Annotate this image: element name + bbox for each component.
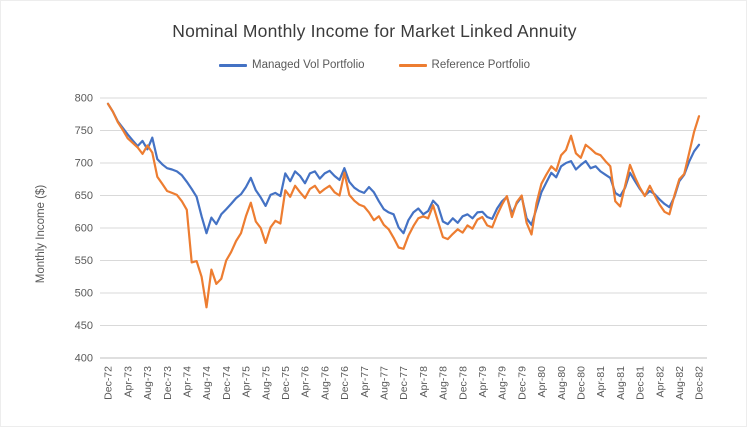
- x-tick-label: Aug-81: [615, 366, 627, 400]
- x-tick-label: Apr-81: [595, 366, 607, 398]
- series-line-managed-vol: [106, 102, 701, 235]
- x-tick-label: Aug-73: [142, 366, 154, 400]
- x-tick-label: Apr-73: [122, 366, 134, 398]
- x-tick-label: Aug-76: [319, 366, 331, 400]
- y-tick-label: 750: [75, 125, 93, 137]
- x-tick-label: Dec-74: [221, 366, 233, 400]
- legend-label-reference: Reference Portfolio: [431, 59, 530, 71]
- x-tick-label: Apr-80: [536, 366, 548, 398]
- x-tick-label: Apr-78: [418, 366, 430, 398]
- x-tick-label: Dec-76: [339, 366, 351, 400]
- y-tick-label: 400: [75, 353, 93, 365]
- y-tick-label: 650: [75, 190, 93, 202]
- y-tick-label: 700: [75, 158, 93, 170]
- y-tick-label: 600: [75, 223, 93, 235]
- x-tick-label: Aug-74: [201, 366, 213, 400]
- x-tick-label: Aug-78: [438, 366, 450, 400]
- y-tick-label: 450: [75, 320, 93, 332]
- x-tick-label: Dec-79: [516, 366, 528, 400]
- legend-item-managed-vol: Managed Vol Portfolio: [219, 59, 365, 71]
- x-tick-label: Apr-79: [477, 366, 489, 398]
- x-tick-label: Apr-76: [300, 366, 312, 398]
- y-tick-label: 500: [75, 288, 93, 300]
- x-tick-label: Dec-82: [694, 366, 706, 400]
- legend-item-reference: Reference Portfolio: [398, 59, 530, 71]
- x-tick-label: Aug-79: [497, 366, 509, 400]
- x-tick-label: Dec-81: [635, 366, 647, 400]
- x-tick-label: Dec-78: [457, 366, 469, 400]
- y-tick-label: 800: [75, 93, 93, 105]
- x-tick-label: Dec-73: [162, 366, 174, 400]
- legend: Managed Vol Portfolio Reference Portfoli…: [1, 59, 746, 71]
- x-tick-label: Apr-77: [359, 366, 371, 398]
- x-tick-label: Dec-80: [575, 366, 587, 400]
- x-tick-label: Apr-75: [241, 366, 253, 398]
- x-tick-label: Aug-80: [556, 366, 568, 400]
- x-tick-label: Aug-75: [260, 366, 272, 400]
- chart-title: Nominal Monthly Income for Market Linked…: [172, 21, 577, 41]
- x-tick-label: Dec-72: [103, 366, 115, 400]
- x-tick-label: Aug-82: [674, 366, 686, 400]
- x-tick-label: Apr-82: [654, 366, 666, 398]
- legend-label-managed-vol: Managed Vol Portfolio: [252, 59, 365, 71]
- x-tick-label: Apr-74: [181, 366, 193, 398]
- series-line-reference: [106, 102, 701, 309]
- x-tick-label: Aug-77: [378, 366, 390, 400]
- y-tick-label: 550: [75, 255, 93, 267]
- x-tick-label: Dec-77: [398, 366, 410, 400]
- legend-line-swatch-reference: [398, 63, 427, 67]
- x-tick-label: Dec-75: [280, 366, 292, 400]
- legend-line-swatch-managed-vol: [219, 63, 247, 67]
